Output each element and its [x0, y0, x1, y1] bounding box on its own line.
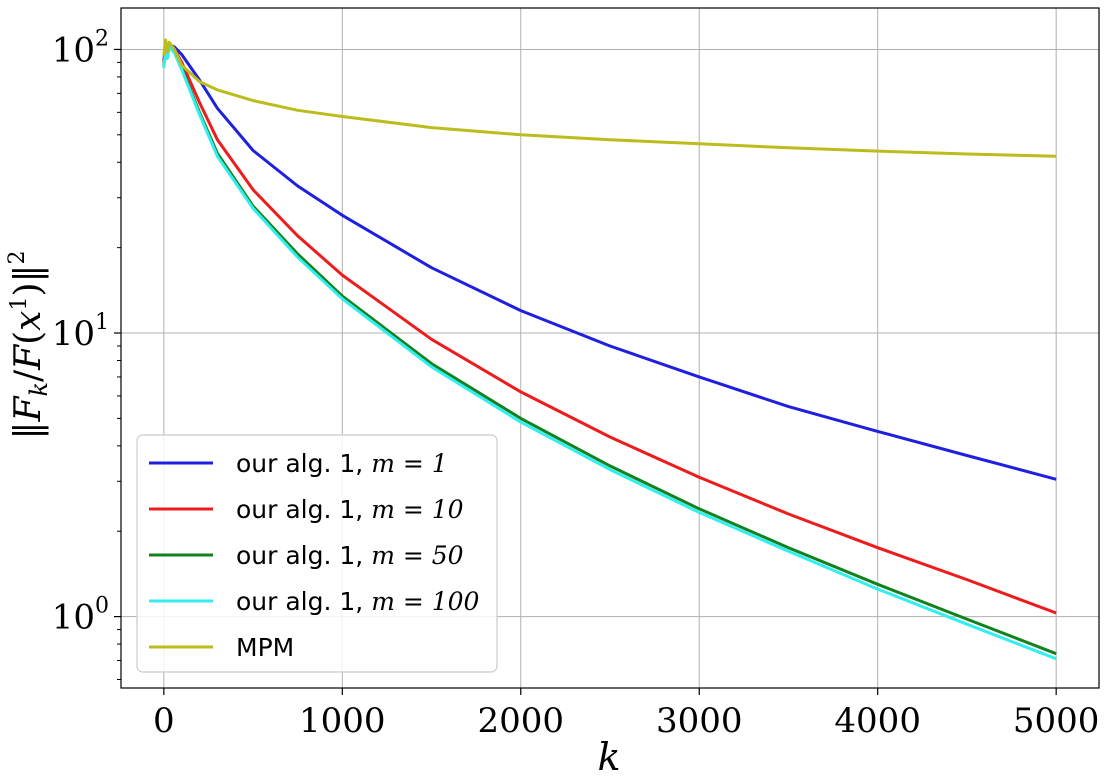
x-axis-label: k — [597, 735, 620, 776]
x-tick-label: 4000 — [834, 701, 921, 741]
y-tick-label: 100 — [52, 594, 109, 638]
axis-ticks: 0 1000 2000 3000 4000 5000 100 101 102 — [52, 26, 1100, 741]
legend-entry: MPM — [236, 633, 294, 662]
legend-entry: our alg. 1, m = 1 — [236, 449, 448, 478]
legend-entry: our alg. 1, m = 50 — [236, 541, 464, 570]
y-axis-label: ‖Fk/F(x1)‖2 — [5, 250, 53, 439]
y-tick-label: 102 — [52, 26, 109, 70]
plot-frame — [120, 7, 1100, 689]
plot-series — [162, 38, 1057, 661]
legend-box — [136, 434, 498, 673]
x-tick-label: 5000 — [1013, 701, 1100, 741]
x-tick-label: 3000 — [656, 701, 743, 741]
legend-entry: our alg. 1, m = 10 — [236, 495, 464, 524]
legend-entry: our alg. 1, m = 100 — [236, 587, 480, 616]
legend: our alg. 1, m = 1 our alg. 1, m = 10 our a… — [136, 434, 498, 673]
series-line — [162, 38, 1057, 158]
x-tick-label: 1000 — [299, 701, 386, 741]
y-tick-label: 101 — [52, 310, 109, 354]
x-tick-label: 2000 — [478, 701, 565, 741]
x-tick-label: 0 — [153, 701, 175, 741]
